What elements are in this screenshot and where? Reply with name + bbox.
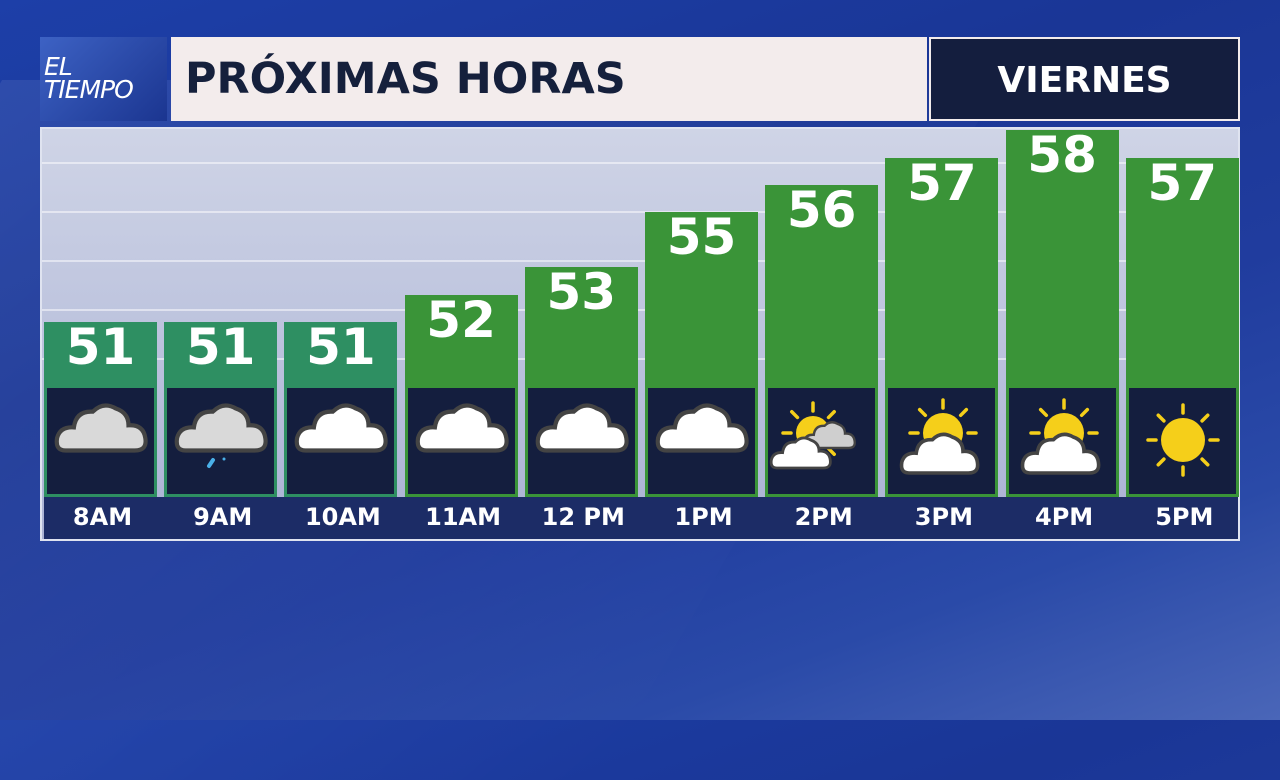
data-label: 58 <box>1027 126 1097 185</box>
cloudy-icon <box>287 388 395 494</box>
hour-label: 11AM <box>425 503 502 531</box>
data-label: 56 <box>786 181 857 239</box>
page-title: PRÓXIMAS HORAS <box>171 37 927 121</box>
data-label: 52 <box>426 290 496 349</box>
gridline <box>42 358 1238 360</box>
hour-label: 4PM <box>1035 503 1094 531</box>
data-label: 51 <box>306 318 376 376</box>
cloudy-icon <box>648 388 755 494</box>
data-label: 51 <box>65 318 136 376</box>
hour-label: 5PM <box>1155 503 1214 531</box>
hour-label: 8AM <box>72 503 133 531</box>
sunny-icon <box>1128 388 1236 494</box>
hour-label: 9AM <box>193 503 253 531</box>
gridline <box>42 162 1238 164</box>
cloudy-icon <box>407 388 515 494</box>
data-label: 57 <box>1147 153 1218 212</box>
gridline <box>42 260 1238 262</box>
hour-label: 1PM <box>674 503 733 531</box>
el-tiempo-logo: EL TIEMPO <box>40 37 167 121</box>
hour-label: 2PM <box>794 503 853 531</box>
data-label: 53 <box>546 263 617 322</box>
cloudy-gray-icon <box>47 388 154 494</box>
cloudy-icon <box>527 388 635 494</box>
hour-labels: 8AM 9AM 10AM 11AM 12 PM 1PM 2PM 3PM 4PM 5PM <box>44 497 1238 539</box>
partly-sunny-icon <box>768 388 876 494</box>
logo-line1: EL <box>44 52 73 81</box>
data-label: 55 <box>666 208 737 267</box>
hourly-chart: 51 51 51 52 53 55 56 57 58 57 8AM 9AM 10AM… <box>40 126 1240 541</box>
data-label: 57 <box>907 153 977 212</box>
hour-label: 12 PM <box>541 503 625 531</box>
gridline <box>42 211 1238 213</box>
cloudy-drizzle-icon <box>167 388 275 494</box>
day-label: VIERNES <box>929 37 1240 121</box>
mostly-sunny-icon <box>888 388 996 494</box>
logo-line2: TIEMPO <box>44 75 134 104</box>
data-label: 51 <box>185 318 256 376</box>
gridline <box>42 309 1238 311</box>
mostly-sunny-icon <box>1008 388 1116 494</box>
hour-label: 10AM <box>304 503 381 531</box>
hour-label: 3PM <box>914 503 973 531</box>
